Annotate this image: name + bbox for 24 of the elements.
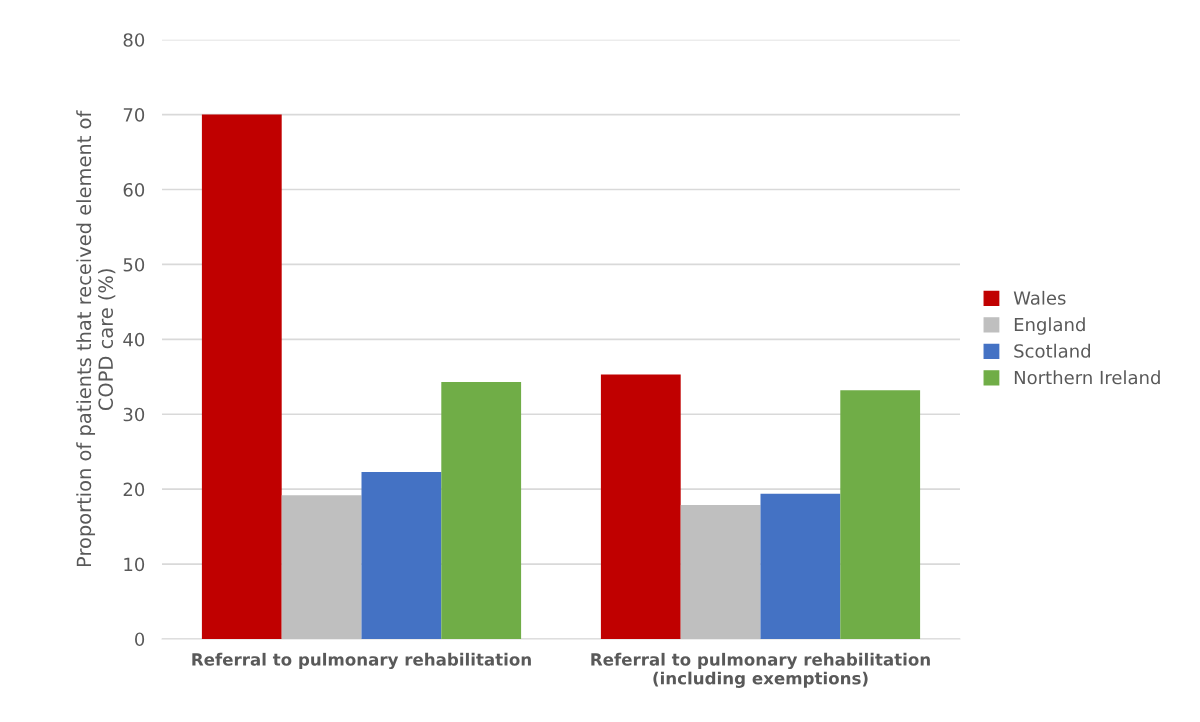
bar xyxy=(281,495,362,639)
y-tick-label: 20 xyxy=(123,482,145,497)
bar xyxy=(361,471,442,639)
y-tick-label: 70 xyxy=(123,108,145,122)
x-tick-label: Referral to pulmonary rehabilitation (including exemptions) xyxy=(591,652,930,688)
legend-label: England xyxy=(1014,317,1085,335)
y-tick-label: 50 xyxy=(123,257,145,272)
y-tick-label: 40 xyxy=(123,332,145,347)
bar xyxy=(760,493,841,639)
x-tick-label: Referral to pulmonary rehabilitation xyxy=(192,652,531,670)
legend-label: Northern Ireland xyxy=(1014,370,1160,385)
bar xyxy=(840,390,921,639)
legend-label: Wales xyxy=(1013,290,1066,305)
y-tick-label: 30 xyxy=(123,407,145,422)
y-axis-title: Proportion of patients that received element of COPD care (%) xyxy=(76,110,116,567)
bar xyxy=(680,504,761,639)
bar xyxy=(600,374,681,639)
y-tick-label: 10 xyxy=(124,557,145,572)
y-tick-label: 60 xyxy=(123,182,145,197)
legend-label: Scotland xyxy=(1014,343,1090,358)
bar xyxy=(201,114,282,639)
y-tick-label: 0 xyxy=(135,632,145,647)
y-tick-label: 80 xyxy=(123,33,145,47)
bar xyxy=(441,382,522,639)
